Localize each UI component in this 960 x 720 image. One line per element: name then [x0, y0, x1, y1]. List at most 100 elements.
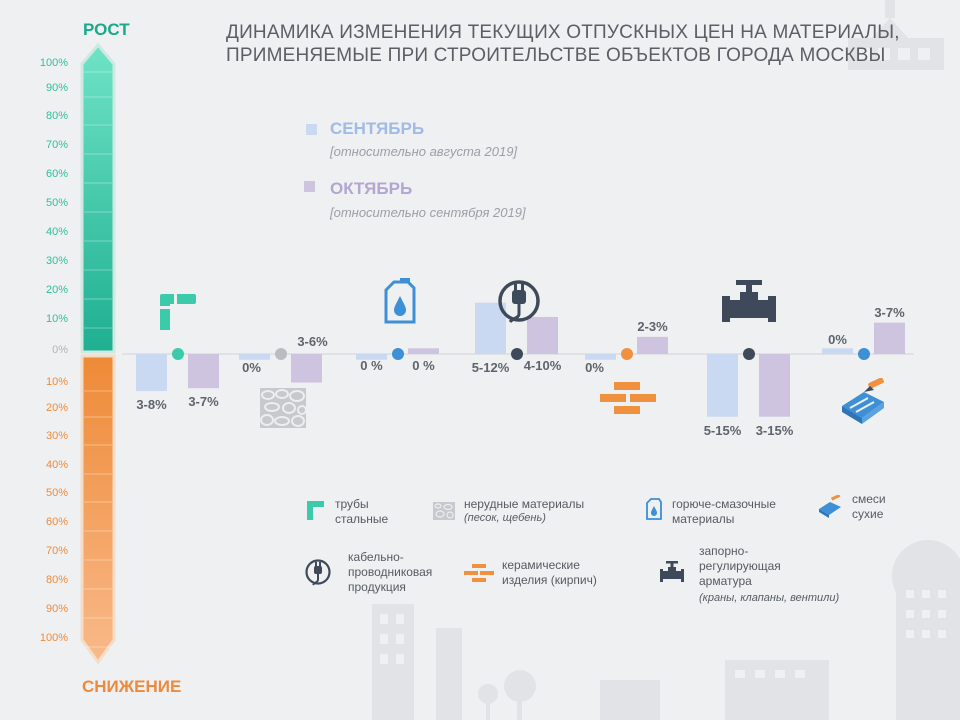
category-marker [392, 348, 404, 360]
scale-tick-down: 40% [45, 459, 68, 471]
chart-bar [759, 354, 790, 417]
legend-cable-label: кабельно- проводниковая продукция [348, 550, 432, 595]
scale-tick-up: 30% [45, 255, 68, 267]
bar-value-label: 0 % [412, 358, 435, 373]
legend-valves-text: запорно- регулирующая арматура [699, 544, 781, 588]
legend-fuel-icon [646, 498, 662, 520]
scale-tick-down: 60% [45, 516, 68, 528]
legend-october-swatch [304, 181, 315, 192]
decline-label: СНИЖЕНИЕ [82, 677, 182, 696]
scale-tick-up: 40% [45, 226, 68, 238]
scale-tick-up: 60% [45, 168, 68, 180]
chart-bar [585, 354, 616, 360]
chart-title-line-1: ДИНАМИКА ИЗМЕНЕНИЯ ТЕКУЩИХ ОТПУСКНЫХ ЦЕН… [226, 22, 900, 43]
legend-cable-text: кабельно- проводниковая продукция [348, 550, 433, 594]
bar-value-label: 0 % [360, 358, 383, 373]
category-marker [172, 348, 184, 360]
scale-tick-up: 80% [45, 110, 68, 122]
category-marker [275, 348, 287, 360]
legend-gravel-icon [433, 502, 455, 520]
scale-tick-down: 70% [45, 545, 68, 557]
scale-tick-down: 30% [45, 430, 68, 442]
legend-ceramic-label: керамические изделия (кирпич) [502, 558, 597, 588]
chart-bar [707, 354, 738, 417]
legend-pipes-label: трубы стальные [335, 497, 388, 527]
bar-value-label: 3-6% [297, 334, 328, 349]
bar-value-label: 5-15% [703, 422, 742, 438]
bar-value-label: 0% [585, 360, 604, 375]
scale-tick-down: 90% [45, 603, 68, 615]
scale-tick-up: 10% [45, 313, 68, 325]
bar-value-label: 3-8% [136, 397, 167, 413]
brick-icon [600, 382, 656, 414]
thermometer-scale [80, 42, 116, 665]
legend-inert-label: нерудные материалы [464, 497, 585, 511]
legend-fuel-text: горюче-смазочные материалы [672, 497, 776, 526]
decline-bar [80, 354, 116, 665]
scale-tick-down: 20% [45, 402, 68, 414]
bar-value-label: 5-12% [471, 360, 510, 375]
category-marker [621, 348, 633, 360]
scale-tick-down: 100% [39, 632, 68, 644]
legend-september-note: [относительно августа 2019] [330, 144, 518, 159]
scale-tick-up: 20% [45, 284, 68, 296]
legend-dry-text: смеси сухие [852, 492, 886, 521]
legend-brick-icon [464, 564, 494, 582]
chart-bar [822, 348, 853, 354]
scale-tick-zero: 0% [52, 344, 68, 356]
bar-value-label: 2-3% [637, 318, 668, 334]
legend-september-swatch [306, 124, 317, 135]
cable-plug-icon [498, 280, 540, 324]
chart-bar [408, 348, 439, 354]
growth-bar [80, 42, 116, 354]
chart-bar [637, 336, 668, 354]
legend-dry-mix-icon [819, 495, 841, 518]
growth-label: РОСТ [83, 20, 130, 39]
fuel-canister-icon [384, 278, 416, 324]
gravel-icon [260, 388, 306, 428]
category-marker [511, 348, 523, 360]
chart-bar [291, 354, 322, 383]
bar-value-label: 0% [242, 360, 261, 375]
scale-tick-down: 50% [45, 487, 68, 499]
bar-value-label: 4-10% [523, 358, 562, 373]
chart-bar [356, 354, 387, 360]
legend-cable-icon [305, 559, 331, 586]
legend-inert-sublabel: (песок, щебень) [464, 512, 546, 524]
legend-fuel-label: горюче-смазочные материалы [672, 497, 776, 527]
bar-value-label: 3-7% [874, 304, 905, 320]
bar-value-label: 0% [828, 332, 847, 347]
steel-pipe-icon [158, 292, 196, 330]
scale-tick-down: 10% [45, 376, 68, 388]
legend-dry-label: смеси сухие [852, 492, 886, 522]
legend-pipes-text: трубы стальные [335, 497, 389, 526]
category-marker [743, 348, 755, 360]
bar-value-label: 3-7% [188, 394, 219, 410]
scale-tick-up: 90% [45, 82, 68, 94]
legend-ceramic-text: керамические изделия (кирпич) [502, 558, 597, 587]
scale-tick-up: 100% [39, 57, 68, 69]
legend-october-label: ОКТЯБРЬ [330, 179, 413, 198]
category-marker [858, 348, 870, 360]
bar-value-label: 3-15% [755, 422, 794, 438]
legend-september-label: СЕНТЯБРЬ [330, 119, 425, 138]
chart-bar [874, 322, 905, 354]
scale-tick-up: 70% [45, 139, 68, 151]
scale-tick-down: 80% [45, 574, 68, 586]
chart-bar [527, 316, 558, 354]
legend-valves-label: запорно- регулирующая арматура [699, 544, 781, 589]
chart-bar [188, 354, 219, 389]
legend-october-note: [относительно сентября 2019] [330, 205, 526, 220]
legend-valve-icon [660, 561, 684, 582]
chart-bar [239, 354, 270, 360]
legend-valves-sublabel: (краны, клапаны, вентили) [699, 592, 840, 604]
chart-bar [136, 354, 167, 392]
scale-tick-up: 50% [45, 197, 68, 209]
chart-bar [475, 302, 506, 354]
trowel-mix-icon [842, 378, 884, 424]
legend-pipe-icon [307, 501, 324, 520]
valve-icon [722, 280, 776, 322]
chart-title-line-2: ПРИМЕНЯЕМЫЕ ПРИ СТРОИТЕЛЬСТВЕ ОБЪЕКТОВ Г… [226, 45, 886, 66]
